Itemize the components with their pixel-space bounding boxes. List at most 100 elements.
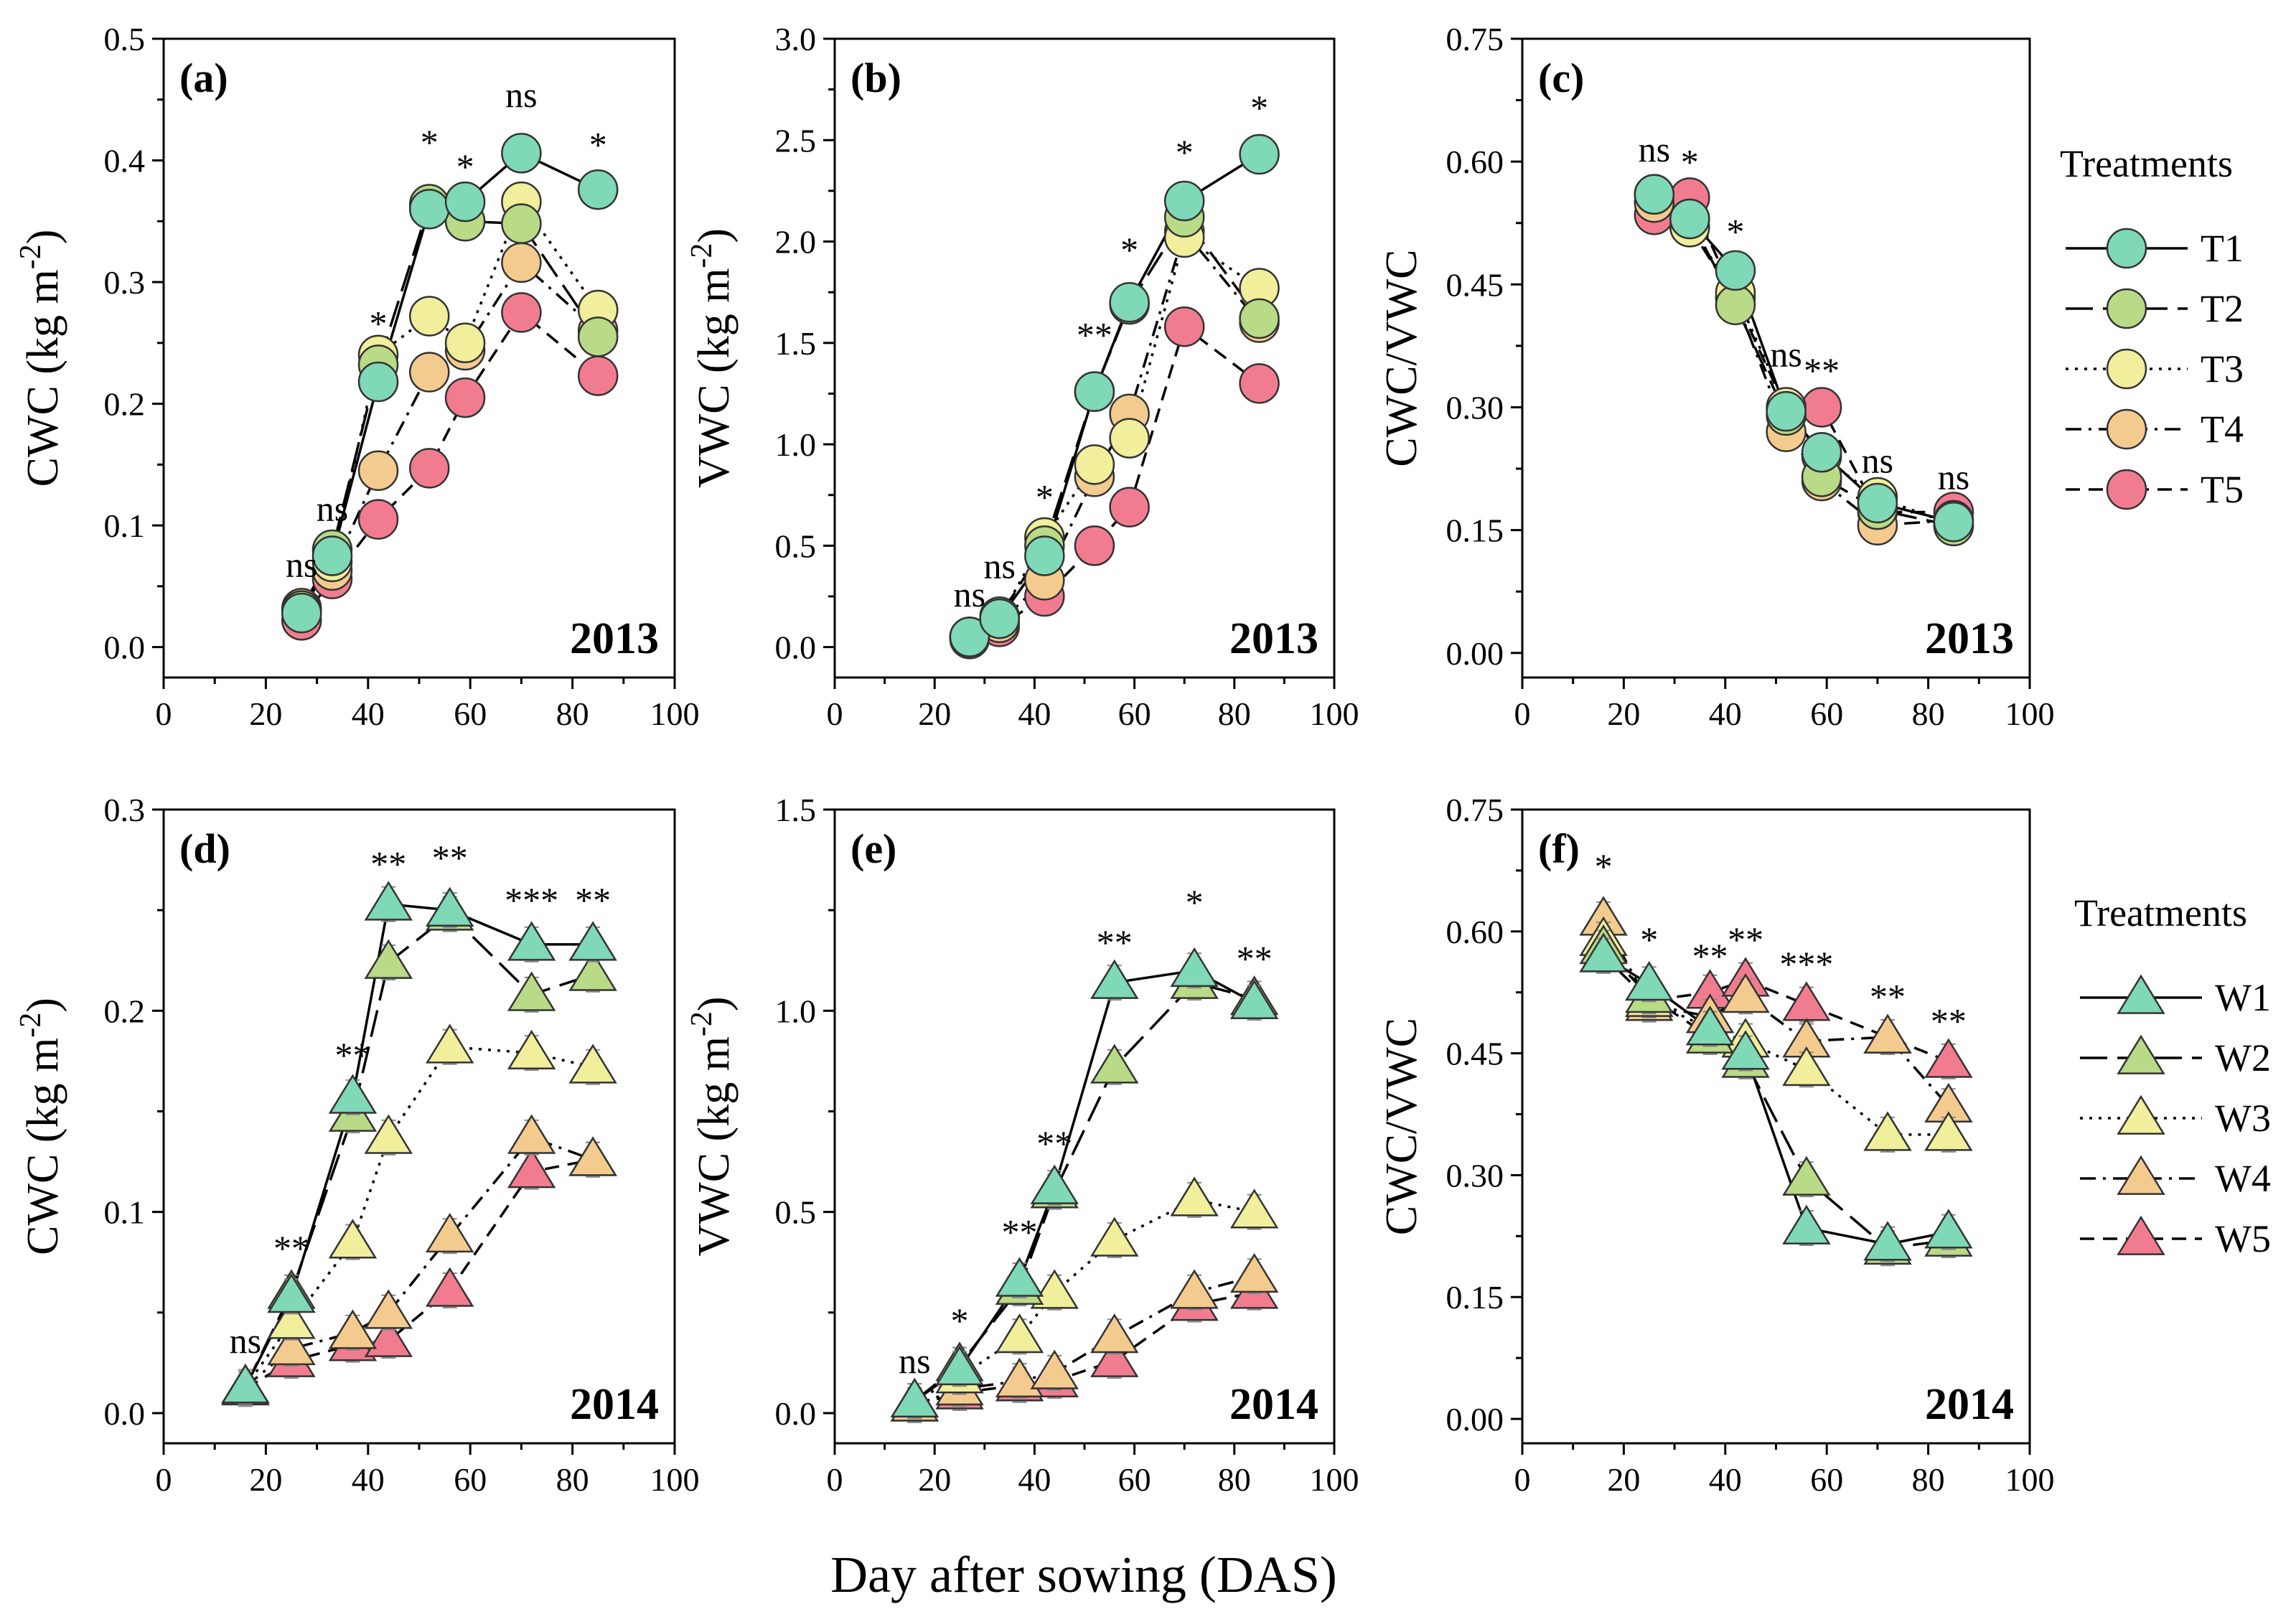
data-point-t2: [1715, 284, 1756, 326]
data-point-w1: [1090, 959, 1139, 999]
data-point-w1: [1924, 1209, 1973, 1249]
x-axis-label: Day after sowing (DAS): [830, 1546, 1337, 1603]
data-point-w3: [1170, 1176, 1219, 1216]
significance-label: *: [1186, 882, 1204, 922]
significance-label: ***: [505, 880, 558, 920]
data-point-w3: [568, 1044, 617, 1084]
y-tick-label: 0.30: [1446, 1157, 1504, 1194]
significance-label: ns: [1938, 457, 1969, 497]
y-tick-label: 0.15: [1446, 1279, 1504, 1316]
y-tick-label: 0.2: [104, 993, 146, 1029]
data-point-t1: [444, 181, 486, 222]
y-tick-label: 0.2: [104, 386, 146, 423]
y-tick-label: 0.3: [104, 264, 146, 301]
data-point-t1: [1024, 535, 1065, 576]
y-tick-label: 0.30: [1446, 389, 1504, 426]
legend-title: Treatments: [2074, 891, 2247, 934]
data-point-t1: [1766, 390, 1807, 432]
y-tick-label: 0.5: [775, 528, 817, 564]
y-axis-label: CWC/VWC: [1377, 1018, 1426, 1235]
panel-letter: (e): [851, 825, 896, 872]
y-tick-label: 2.0: [775, 224, 817, 261]
data-point-w3: [328, 1219, 378, 1259]
significance-label: ns: [1639, 129, 1670, 169]
panel-letter: (d): [179, 825, 230, 872]
data-point-w1: [1685, 1005, 1735, 1046]
x-tick-label: 80: [1912, 1461, 1945, 1498]
data-point-w4: [328, 1309, 378, 1349]
data-point-w1: [1721, 1030, 1770, 1070]
legend-label-w2: W2: [2215, 1036, 2271, 1079]
significance-label: ns: [317, 488, 348, 528]
x-tick-label: 60: [1810, 1461, 1843, 1498]
series-line-t5: [969, 324, 1260, 640]
y-tick-label: 0.0: [104, 629, 146, 666]
x-tick-label: 100: [2005, 695, 2055, 732]
legend-marker-w1: [2117, 974, 2165, 1014]
significance-label: ***: [1779, 944, 1833, 984]
y-tick-label: 0.45: [1446, 1036, 1504, 1072]
data-point-w5: [425, 1267, 474, 1307]
data-point-t1: [501, 133, 542, 174]
data-point-w3: [1030, 1269, 1079, 1309]
data-point-w3: [1924, 1111, 1973, 1151]
x-tick-label: 100: [650, 1461, 700, 1498]
data-point-t2: [577, 317, 619, 357]
significance-label: **: [1870, 976, 1906, 1016]
data-point-w1: [328, 1074, 378, 1114]
x-tick-label: 100: [650, 695, 700, 732]
data-point-t1: [1933, 501, 1974, 543]
data-point-w1: [1170, 947, 1219, 988]
data-point-t3: [1074, 444, 1115, 485]
significance-label: ns: [505, 75, 537, 115]
legend-label-w3: W3: [2215, 1097, 2271, 1140]
data-point-w1: [1625, 960, 1674, 1001]
data-point-w1: [935, 1345, 984, 1386]
x-tick-label: 100: [1310, 695, 1359, 732]
x-tick-label: 40: [1018, 695, 1051, 732]
panel-year: 2013: [570, 614, 659, 663]
data-point-t3: [444, 322, 486, 364]
x-tick-label: 0: [1514, 695, 1531, 732]
significance-label: ns: [954, 574, 985, 614]
x-tick-label: 0: [156, 1461, 172, 1498]
panel-b: 0 20 40 60 80 100 0.0 0.5 1.0 1.5 2.0 2.5 3.0 VWC (kg…: [685, 21, 1359, 732]
y-tick-label: 2.5: [775, 122, 817, 159]
significance-label: **: [273, 1228, 309, 1268]
significance-label: **: [1728, 919, 1763, 960]
data-point-w3: [364, 1114, 413, 1154]
panel-d: 0 20 40 60 80 100 0.0 0.1 0.2 0.3 CWC (kg m-2) (d) 2…: [14, 792, 700, 1498]
data-point-w1: [1863, 1221, 1912, 1261]
legend-label-t1: T1: [2201, 227, 2244, 270]
x-tick-label: 60: [1118, 695, 1151, 732]
legend-title: Treatments: [2060, 142, 2233, 185]
x-tick-label: 80: [556, 1461, 589, 1498]
x-tick-label: 60: [454, 695, 487, 732]
data-point-w1: [1782, 1204, 1831, 1244]
legend-marker-t3: [2106, 348, 2147, 390]
data-point-w1: [221, 1364, 270, 1404]
data-point-w1: [1030, 1164, 1079, 1204]
data-point-t1: [408, 189, 450, 230]
data-point-t1: [1634, 174, 1675, 215]
x-tick-label: 100: [1310, 1461, 1359, 1498]
y-axis-label: VWC (kg m-2): [685, 996, 739, 1256]
significance-label: **: [575, 880, 611, 920]
significance-label: *: [421, 122, 439, 162]
y-tick-label: 0.4: [104, 143, 146, 179]
data-point-t1: [1074, 371, 1115, 412]
y-tick-label: 0.00: [1446, 1401, 1504, 1438]
panel-letter: (a): [179, 55, 228, 101]
significance-label: *: [456, 146, 474, 187]
legend-marker-w3: [2117, 1094, 2165, 1135]
panel-year: 2014: [1925, 1380, 2014, 1429]
x-tick-label: 0: [1514, 1461, 1531, 1498]
y-axis-label: CWC (kg m-2): [14, 998, 67, 1255]
data-point-w4: [1721, 972, 1770, 1013]
data-point-w3: [267, 1299, 316, 1339]
data-point-w4: [267, 1325, 316, 1366]
x-tick-label: 40: [352, 1461, 385, 1498]
significance-label: **: [1002, 1211, 1038, 1252]
y-tick-label: 0.75: [1446, 21, 1504, 57]
significance-label: *: [1120, 230, 1138, 270]
